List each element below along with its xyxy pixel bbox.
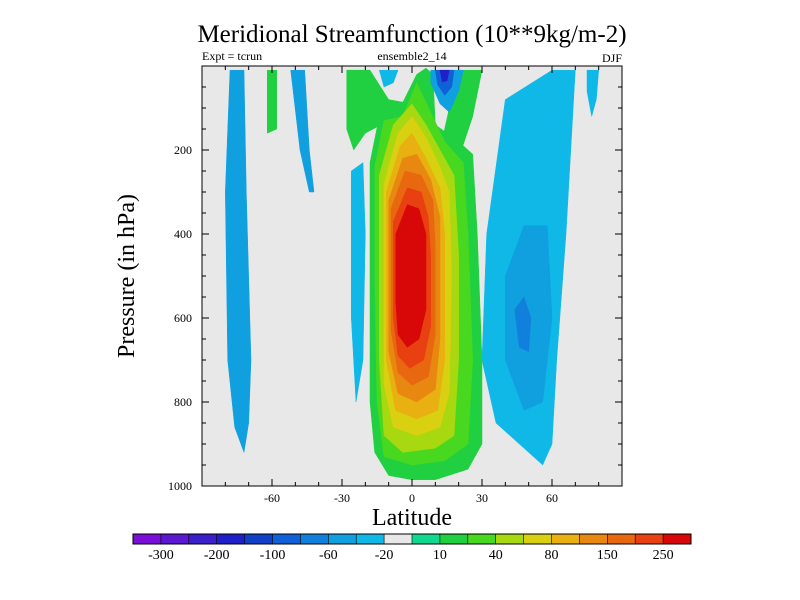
colorbar-label: -100: [260, 548, 286, 563]
y-tick-label: 600: [174, 311, 192, 325]
colorbar-label: 150: [597, 548, 618, 563]
colorbar-label: -200: [204, 548, 230, 563]
contour-upper-neg-blue-inner: [435, 69, 455, 96]
colorbar-label: 80: [545, 548, 559, 563]
x-tick-label: 30: [476, 491, 488, 505]
colorbar-swatch: [160, 534, 190, 544]
colorbar-label: -300: [148, 548, 174, 563]
contour-cell-west-2: [290, 69, 315, 193]
colorbar-swatch: [244, 534, 273, 544]
colorbar-swatch: [300, 534, 329, 544]
contour-hadley-400: [395, 204, 427, 348]
colorbar-swatch: [216, 534, 245, 544]
contour-cell-west-3: [267, 69, 277, 134]
contour-upper-neg-core: [439, 69, 450, 83]
season-label: DJF: [602, 51, 622, 65]
contour-layer: [225, 67, 599, 480]
colorbar-swatch: [188, 534, 218, 544]
x-tick-label: 0: [409, 491, 415, 505]
contour-cell-east-small: [586, 69, 599, 117]
colorbar-swatch: [523, 534, 552, 544]
colorbar-swatch: [133, 534, 162, 544]
axis-ticks: -60 -30 0 30 60 200 400 600 800 1000: [168, 66, 622, 505]
colorbar-label: 250: [653, 548, 674, 563]
y-tick-label: 800: [174, 395, 192, 409]
colorbar-swatch: [356, 534, 385, 544]
colorbar-frame: [132, 533, 692, 545]
colorbar-swatch: [579, 534, 608, 544]
colorbar-swatch: [272, 534, 301, 544]
colorbar: -300 -200 -100 -60 -20 10 40 80 150 250: [132, 533, 692, 563]
x-tick-label: -30: [334, 491, 350, 505]
colorbar-swatch: [467, 534, 497, 544]
y-tick-label: 400: [174, 227, 192, 241]
contour-upper-neg-green: [346, 69, 375, 126]
colorbar-swatch: [328, 534, 357, 544]
x-tick-label: 60: [546, 491, 558, 505]
colorbar-swatch: [495, 534, 524, 544]
colorbar-label: 10: [433, 548, 447, 563]
colorbar-swatch: [412, 534, 441, 544]
colorbar-label: 40: [489, 548, 503, 563]
contour-cell-west-1: [225, 69, 252, 453]
colorbar-swatch: [663, 534, 692, 544]
colorbar-swatch: [635, 534, 664, 544]
x-tick-label: -60: [264, 491, 280, 505]
ensemble-label: ensemble2_14: [377, 49, 446, 63]
colorbar-label: -20: [375, 548, 394, 563]
y-axis-label: Pressure (in hPa): [114, 194, 140, 358]
colorbar-swatch: [384, 534, 413, 544]
colorbar-label: -60: [319, 548, 338, 563]
contour-cell-nh-ferrel-core: [514, 296, 532, 352]
colorbar-swatch: [607, 534, 636, 544]
chart-title: Meridional Streamfunction (10**9kg/m-2): [197, 21, 626, 48]
colorbar-swatch: [551, 534, 580, 544]
expt-label: Expt = tcrun: [202, 49, 262, 63]
colorbar-swatch: [439, 534, 469, 544]
contour-upper-neg-cyan: [379, 69, 399, 88]
x-axis-label: Latitude: [372, 505, 452, 531]
y-tick-label: 200: [174, 143, 192, 157]
y-tick-label: 1000: [168, 479, 192, 493]
contour-cell-sh-small: [351, 162, 366, 403]
